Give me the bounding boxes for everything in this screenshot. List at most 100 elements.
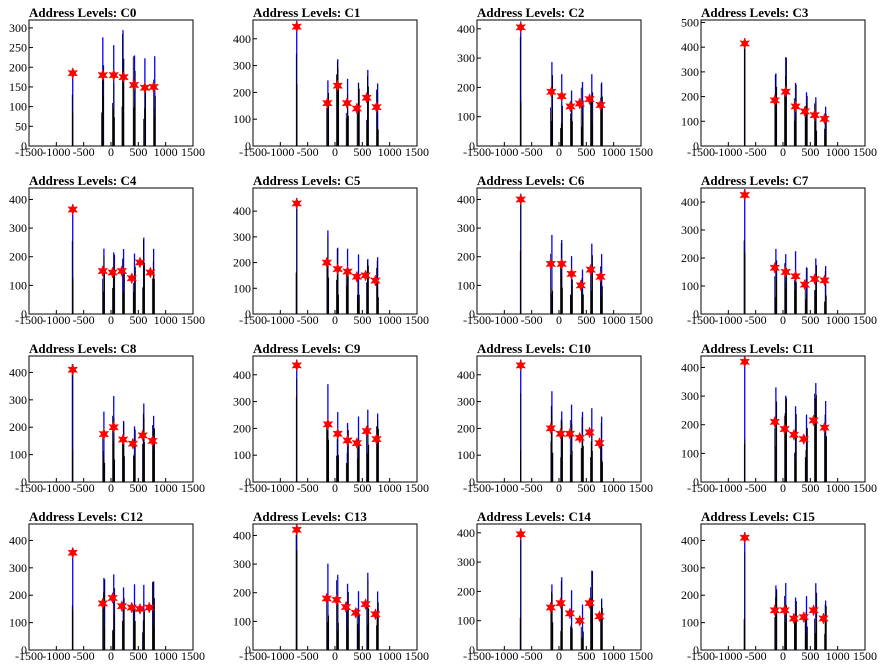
x-tick-label: 1500 bbox=[629, 481, 653, 495]
x-tick-label: 1500 bbox=[405, 313, 429, 327]
peak-marker bbox=[137, 429, 149, 442]
chart-panel: Address Levels: C1 0 100 200 300 400 -1500 -100… bbox=[233, 5, 429, 159]
peak-marker bbox=[148, 80, 159, 94]
chart-panel: Address Levels: C14 0 100 200 300 400 -1500 -10… bbox=[457, 509, 653, 663]
y-tick-label: 100 bbox=[233, 614, 251, 628]
y-tick-label: 150 bbox=[9, 80, 27, 94]
plot-frame bbox=[476, 355, 642, 483]
y-tick-label: 0 bbox=[245, 307, 251, 321]
peak-marker bbox=[134, 256, 146, 269]
x-tick-label: 500 bbox=[577, 649, 595, 663]
x-tick-label: 0 bbox=[780, 313, 786, 327]
peak-marker bbox=[798, 610, 810, 624]
x-tick-label: 1500 bbox=[181, 481, 205, 495]
peak-marker bbox=[143, 601, 155, 614]
x-tick-label: -1500 bbox=[687, 481, 715, 495]
peak-marker bbox=[515, 193, 527, 206]
peak-marker bbox=[788, 612, 800, 625]
y-tick-label: 400 bbox=[9, 533, 27, 547]
chart-title: Address Levels: C8 bbox=[29, 341, 137, 356]
peak-marker bbox=[574, 431, 586, 444]
x-tick-label: -500 bbox=[297, 481, 319, 495]
peak-marker bbox=[332, 427, 344, 440]
chart-title: Address Levels: C0 bbox=[29, 5, 136, 20]
x-tick-label: 1500 bbox=[629, 313, 653, 327]
x-tick-label: 0 bbox=[780, 481, 786, 495]
plot-frame bbox=[700, 19, 866, 147]
x-tick-label: -500 bbox=[297, 649, 319, 663]
x-tick-label: 1500 bbox=[629, 649, 653, 663]
y-tick-label: 0 bbox=[469, 643, 475, 657]
peak-marker bbox=[321, 256, 333, 269]
peak-marker bbox=[555, 596, 566, 610]
chart-panel: Address Levels: C8 0 100 200 300 400 -1500 -100… bbox=[9, 341, 205, 495]
peak-marker bbox=[67, 546, 79, 559]
chart-panel: Address Levels: C15 0 100 200 300 400 -1500 -10… bbox=[681, 509, 877, 663]
x-tick-label: 1500 bbox=[181, 649, 205, 663]
x-tick-label: 0 bbox=[780, 145, 786, 159]
peak-marker bbox=[322, 418, 334, 431]
peak-marker bbox=[291, 359, 303, 372]
x-tick-label: 1000 bbox=[154, 145, 178, 159]
peak-marker bbox=[585, 263, 597, 276]
x-tick-label: 0 bbox=[556, 481, 562, 495]
y-tick-label: 300 bbox=[9, 221, 27, 235]
peak-marker bbox=[340, 600, 352, 614]
chart-title: Address Levels: C5 bbox=[253, 173, 361, 188]
y-tick-label: 300 bbox=[457, 555, 475, 569]
x-tick-label: 1500 bbox=[181, 145, 205, 159]
y-tick-label: 100 bbox=[681, 114, 699, 128]
y-tick-label: 0 bbox=[21, 307, 27, 321]
x-tick-label: -1500 bbox=[15, 145, 43, 159]
peak-marker bbox=[291, 20, 303, 33]
y-tick-label: 400 bbox=[457, 192, 475, 206]
x-tick-label: 0 bbox=[332, 145, 338, 159]
y-tick-label: 100 bbox=[681, 279, 699, 293]
peak-marker bbox=[739, 37, 751, 50]
x-tick-label: -500 bbox=[73, 649, 95, 663]
peak-marker bbox=[147, 434, 158, 448]
y-tick-label: 300 bbox=[233, 557, 251, 571]
x-tick-label: 0 bbox=[780, 649, 786, 663]
x-tick-label: -500 bbox=[745, 481, 767, 495]
x-tick-label: 1500 bbox=[853, 313, 877, 327]
x-tick-label: -1500 bbox=[15, 481, 43, 495]
peak-marker bbox=[769, 94, 781, 107]
peak-marker bbox=[818, 612, 829, 625]
chart-panel: Address Levels: C0 0 50 100 150 200 250 300 -150… bbox=[9, 5, 205, 159]
x-tick-label: -1500 bbox=[239, 649, 267, 663]
peak-marker bbox=[67, 66, 79, 80]
y-tick-label: 200 bbox=[233, 256, 251, 270]
y-tick-label: 0 bbox=[693, 475, 699, 489]
peak-marker bbox=[117, 433, 129, 446]
y-tick-label: 200 bbox=[9, 250, 27, 264]
peak-marker bbox=[808, 414, 819, 427]
y-tick-label: 200 bbox=[457, 80, 475, 94]
y-tick-label: 300 bbox=[233, 395, 251, 409]
x-tick-label: 500 bbox=[353, 313, 371, 327]
y-tick-label: 100 bbox=[457, 278, 475, 292]
x-tick-label: 500 bbox=[353, 481, 371, 495]
x-tick-label: -1500 bbox=[15, 649, 43, 663]
y-tick-label: 250 bbox=[9, 41, 27, 55]
peak-marker bbox=[799, 105, 811, 118]
x-tick-label: -1000 bbox=[490, 313, 518, 327]
x-tick-label: 1500 bbox=[853, 145, 877, 159]
x-tick-label: 1500 bbox=[405, 649, 429, 663]
plot-frame bbox=[476, 523, 642, 651]
plot-frame bbox=[28, 187, 194, 315]
x-tick-label: 1500 bbox=[405, 481, 429, 495]
peak-marker bbox=[566, 267, 577, 281]
peak-marker bbox=[545, 422, 557, 435]
peak-marker bbox=[321, 592, 333, 605]
peak-marker bbox=[819, 112, 830, 125]
plot-frame bbox=[252, 523, 418, 651]
x-tick-label: -1000 bbox=[42, 481, 70, 495]
chart-title: Address Levels: C15 bbox=[701, 509, 815, 524]
peak-marker bbox=[556, 257, 568, 271]
peak-marker bbox=[769, 261, 781, 274]
peak-marker bbox=[134, 602, 146, 616]
chart-title: Address Levels: C13 bbox=[253, 509, 367, 524]
y-tick-label: 200 bbox=[9, 420, 27, 434]
peak-marker bbox=[515, 359, 527, 372]
